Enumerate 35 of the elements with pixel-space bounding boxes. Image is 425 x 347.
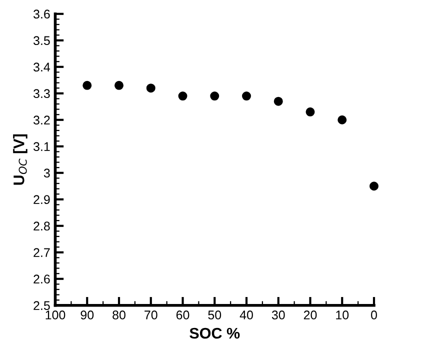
y-tick-label: 3.1 [33, 142, 50, 152]
x-tick-label: 70 [144, 310, 158, 320]
y-tick-label: 3.3 [33, 89, 50, 98]
point [242, 92, 251, 101]
y-tick-label: 3.5 [33, 36, 50, 46]
point [146, 84, 156, 93]
y-tick-label: 2.6 [34, 274, 50, 284]
y-axis-title: U$_{OC}$ [V] [13, 134, 28, 185]
point [82, 80, 92, 90]
x-tick-label: 90 [80, 310, 94, 320]
x-axis-title: SOC % [190, 328, 240, 339]
x-tick-label: 100 [46, 310, 66, 320]
x-tick-label: 80 [112, 310, 126, 320]
y-tick-label: 3 [44, 168, 50, 178]
y-tick-label: 2.8 [34, 222, 50, 231]
y-tick-label: 2.9 [34, 195, 50, 204]
y-tick-label: 3.2 [33, 116, 50, 125]
x-tick-label: 40 [240, 310, 253, 320]
point [306, 107, 315, 116]
point [274, 96, 283, 106]
y-tick-label: 2.5 [34, 301, 50, 310]
x-tick-label: 50 [208, 310, 222, 320]
point [370, 182, 378, 191]
x-tick-label: 30 [272, 310, 285, 320]
x-tick-label: 60 [176, 310, 190, 320]
x-tick-label: 0 [371, 310, 377, 320]
point [338, 115, 347, 124]
x-tick-label: 10 [336, 310, 349, 320]
y-tick-label: 2.7 [34, 248, 50, 257]
y-tick-label: 3.4 [33, 62, 50, 72]
y-tick-label: 3.6 [33, 10, 50, 19]
point [178, 92, 188, 101]
x-tick-label: 20 [304, 310, 317, 320]
point [114, 80, 124, 90]
point [210, 92, 220, 101]
